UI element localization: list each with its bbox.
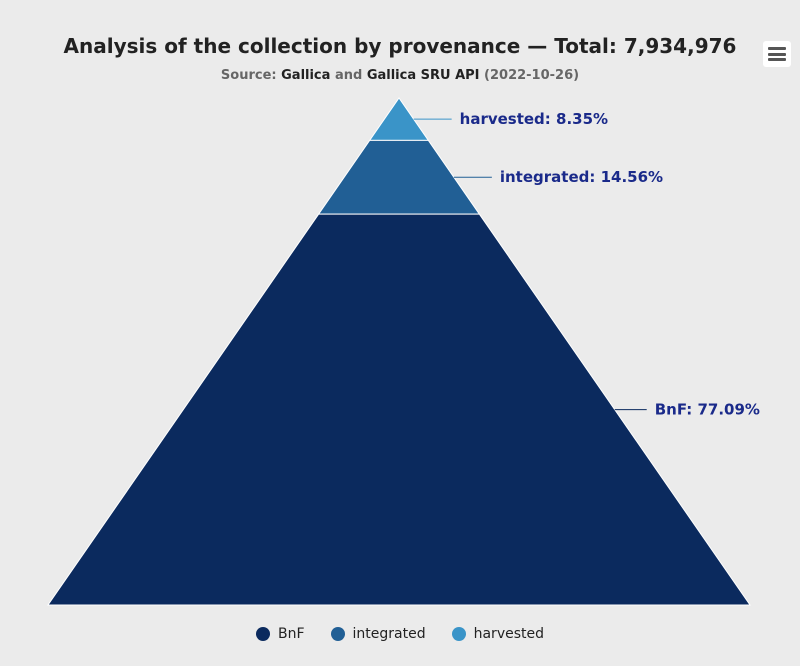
legend-item-integrated[interactable]: integrated <box>330 626 426 642</box>
subtitle-suffix: (2022-10-26) <box>479 68 580 83</box>
chart-subtitle: Source: Gallica and Gallica SRU API (202… <box>0 68 800 83</box>
data-label-harvested: harvested: 8.35% <box>460 110 608 128</box>
legend-marker-harvested <box>451 627 466 641</box>
legend-marker-integrated <box>330 627 345 641</box>
legend-label: harvested <box>473 626 544 642</box>
data-label-integrated: integrated: 14.56% <box>500 168 663 186</box>
legend-item-bnf[interactable]: BnF <box>256 626 305 642</box>
legend-label: BnF <box>278 626 305 642</box>
subtitle-middle: and <box>330 68 367 83</box>
chart-title: Analysis of the collection by provenance… <box>63 34 737 58</box>
hamburger-menu-icon[interactable] <box>763 41 791 67</box>
data-label-bnf: BnF: 77.09% <box>655 401 760 419</box>
subtitle-prefix: Source: <box>220 68 282 83</box>
gallica-sru-api-link[interactable]: Gallica SRU API <box>366 68 480 83</box>
legend-marker-bnf <box>256 627 270 641</box>
gallica-link[interactable]: Gallica <box>281 68 331 83</box>
legend-label: integrated <box>352 626 426 642</box>
pyramid-slice-bnf[interactable] <box>47 213 751 606</box>
legend-item-harvested[interactable]: harvested <box>451 626 544 642</box>
chart-legend: BnF integrated harvested <box>0 626 800 642</box>
